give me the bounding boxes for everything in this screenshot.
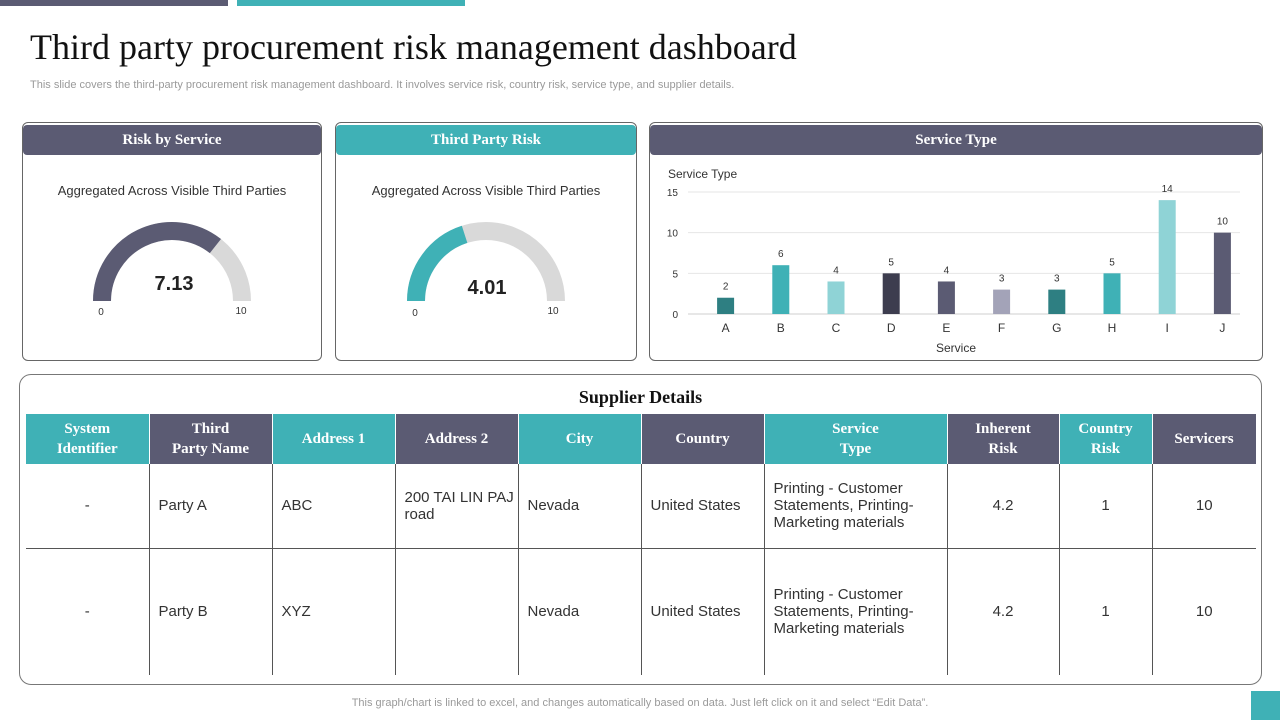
- x-tick-label: B: [777, 321, 785, 335]
- third-party-risk-header: Third Party Risk: [336, 125, 636, 155]
- service-type-header: Service Type: [650, 125, 1262, 155]
- chart-title: Service Type: [668, 167, 737, 181]
- gauge-max-label: 10: [235, 306, 247, 317]
- cell-country: United States: [641, 464, 765, 549]
- service-type-bar-chart: Service Type Service 0 5 10 15 2 A 6 B 4 C 5 D 4 E 3 F…: [667, 167, 1240, 355]
- cell-servicers: 10: [1195, 603, 1213, 621]
- bar-data-label: 5: [888, 257, 894, 268]
- col-header-service-type: Service Type: [764, 414, 948, 464]
- x-tick-label: G: [1052, 321, 1061, 335]
- bar-i: [1158, 200, 1176, 314]
- bar-data-label: 3: [999, 274, 1005, 285]
- bar-a: [717, 297, 735, 314]
- cell-inherent-risk: 4.2: [947, 548, 1060, 675]
- corner-accent: [1251, 691, 1280, 720]
- cell-service-type: Printing - Customer Statements, Printing…: [764, 464, 948, 549]
- col-header-country: Country: [641, 414, 765, 464]
- third-party-risk-caption: Aggregated Across Visible Third Parties: [371, 183, 601, 198]
- bar-data-label: 2: [723, 282, 729, 293]
- col-header-third-party-name: Third Party Name: [149, 414, 273, 464]
- risk-by-service-caption: Aggregated Across Visible Third Parties: [57, 183, 287, 198]
- y-tick-label: 0: [672, 310, 678, 321]
- cell-city: Nevada: [518, 548, 642, 675]
- x-tick-label: J: [1219, 321, 1225, 335]
- bar-j: [1213, 232, 1231, 314]
- supplier-table: System Identifier Third Party Name Addre…: [26, 414, 1257, 675]
- col-header-city: City: [518, 414, 642, 464]
- bar-data-label: 6: [778, 249, 784, 260]
- table-row: - Party A ABC 200 TAI LIN PAJ road Nevad…: [26, 464, 1256, 549]
- col-header-servicers: Servicers: [1152, 414, 1257, 464]
- cell-system-identifier: -: [26, 548, 150, 675]
- table-header-row: System Identifier Third Party Name Addre…: [26, 414, 1257, 464]
- x-tick-label: I: [1166, 321, 1169, 335]
- risk-by-service-card: Risk by Service Aggregated Across Visibl…: [22, 122, 322, 361]
- service-type-card: Service Type Service Type Service 0 5 10 15…: [649, 122, 1263, 361]
- gauge-fill: [93, 222, 221, 302]
- x-tick-label: C: [832, 321, 841, 335]
- supplier-details-title: Supplier Details: [578, 387, 703, 407]
- risk-by-service-gauge: 7.13 0 10: [93, 222, 251, 318]
- gauge-min-label: 0: [98, 307, 104, 318]
- col-header-system-identifier: System Identifier: [26, 414, 150, 464]
- bar-data-label: 3: [1054, 274, 1060, 285]
- col-header-address-2: Address 2: [395, 414, 519, 464]
- x-tick-label: A: [722, 321, 730, 335]
- col-header-address-1: Address 1: [272, 414, 396, 464]
- y-tick-label: 5: [672, 269, 678, 280]
- cell-party-name: Party A: [149, 464, 273, 549]
- y-tick-label: 10: [667, 229, 679, 240]
- bar-data-label: 4: [944, 265, 950, 276]
- col-header-country-risk: Country Risk: [1059, 414, 1153, 464]
- third-party-risk-gauge: 4.01 0 10: [407, 222, 565, 319]
- x-tick-label: D: [887, 321, 896, 335]
- gauge-value: 4.01: [468, 277, 507, 299]
- x-axis-label: Service: [936, 341, 976, 355]
- gauge-min-label: 0: [412, 308, 418, 319]
- supplier-details-panel: Supplier Details System Identifier Third…: [19, 374, 1262, 685]
- bar-data-label: 5: [1109, 257, 1115, 268]
- bar-f: [993, 289, 1011, 314]
- gauge-max-label: 10: [547, 306, 559, 317]
- risk-by-service-header: Risk by Service: [23, 125, 321, 155]
- y-tick-label: 15: [667, 188, 679, 199]
- bar-h: [1103, 273, 1121, 314]
- bar-data-label: 14: [1162, 184, 1174, 195]
- cell-system-identifier: -: [26, 464, 150, 549]
- bar-data-label: 10: [1217, 217, 1229, 228]
- cell-address-2: [395, 548, 519, 675]
- cell-country-risk: 1: [1059, 548, 1153, 675]
- x-tick-label: F: [998, 321, 1005, 335]
- bar-d: [882, 273, 900, 314]
- third-party-risk-card: Third Party Risk Aggregated Across Visib…: [335, 122, 637, 361]
- cell-country: United States: [641, 548, 765, 675]
- page-title: Third party procurement risk management …: [30, 27, 797, 67]
- cell-address-1: XYZ: [272, 548, 396, 675]
- cell-inherent-risk: 4.2: [947, 464, 1060, 549]
- bar-e: [937, 281, 955, 314]
- col-header-inherent-risk: Inherent Risk: [947, 414, 1060, 464]
- bar-c: [827, 281, 845, 314]
- cell-address-2: 200 TAI LIN PAJ road: [395, 464, 519, 549]
- top-accent-bar-dark: [0, 0, 228, 6]
- x-tick-label: E: [942, 321, 950, 335]
- page-footer-note: This graph/chart is linked to excel, and…: [351, 697, 929, 709]
- cell-country-risk: 1: [1059, 464, 1153, 549]
- page-subtitle: This slide covers the third-party procur…: [30, 79, 735, 91]
- cell-service-type: Printing - Customer Statements, Printing…: [764, 548, 948, 675]
- cell-address-1: ABC: [272, 464, 396, 549]
- bar-data-label: 4: [833, 265, 839, 276]
- bar-b: [772, 265, 790, 314]
- gauge-value: 7.13: [155, 273, 194, 295]
- cell-party-name: Party B: [149, 548, 273, 675]
- gauge-fill: [407, 225, 468, 302]
- cell-servicers: 10: [1152, 464, 1256, 549]
- x-tick-label: H: [1108, 321, 1117, 335]
- cell-city: Nevada: [518, 464, 642, 549]
- top-accent-bar-teal: [237, 0, 465, 6]
- table-row: - Party B XYZ Nevada United States Print…: [26, 548, 1256, 675]
- bar-g: [1048, 289, 1066, 314]
